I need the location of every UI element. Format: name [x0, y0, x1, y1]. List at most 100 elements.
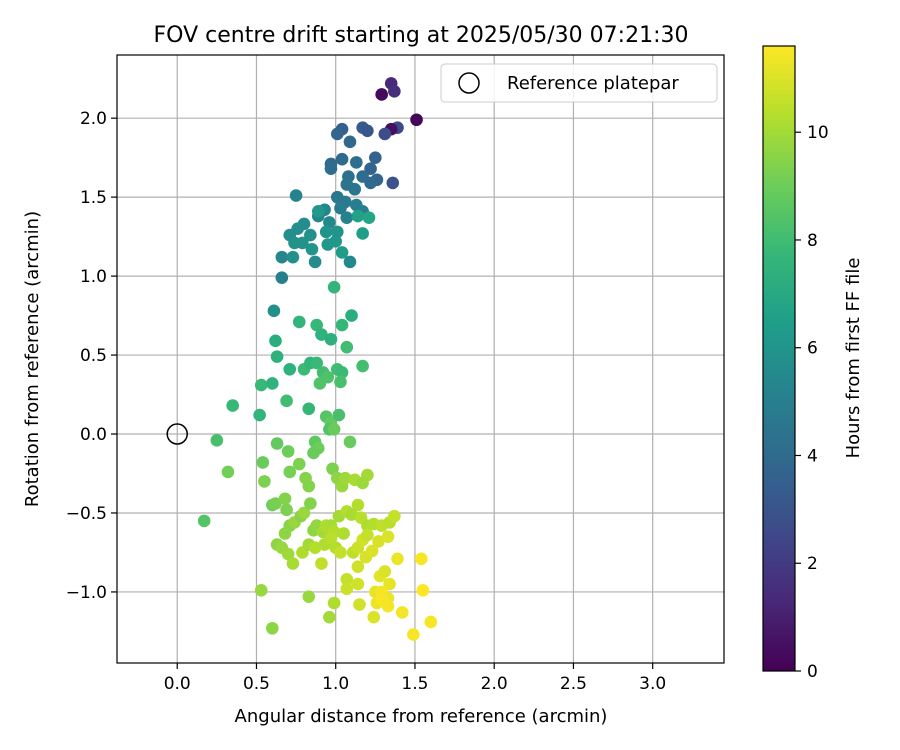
scatter-point [351, 498, 365, 512]
scatter-point [269, 334, 282, 348]
scatter-point [275, 271, 289, 284]
scatter-point [334, 546, 347, 559]
scatter-point [416, 584, 430, 597]
scatter-point [310, 356, 323, 370]
y-tick-label: 2.0 [80, 109, 107, 129]
scatter-point [311, 205, 325, 218]
scatter-point [372, 535, 385, 548]
scatter-point [388, 85, 401, 98]
scatter-point [288, 236, 301, 250]
scatter-point [327, 596, 341, 610]
x-tick-label: 0.5 [243, 674, 270, 694]
scatter-point [302, 479, 316, 493]
scatter-point [381, 530, 395, 543]
legend: Reference platepar [440, 63, 718, 103]
y-axis-label: Rotation from reference (arcmin) [22, 211, 43, 507]
x-tick-label: 3.0 [639, 674, 666, 694]
y-tick-label: 0.5 [80, 346, 107, 366]
scatter-point [330, 225, 344, 239]
scatter-point [286, 250, 300, 264]
grid-lines [117, 55, 724, 663]
scatter-point [391, 552, 404, 566]
scatter-point [340, 211, 354, 224]
colorbar-tick-label: 2 [807, 554, 818, 574]
scatter-point [310, 318, 323, 332]
scatter-point [351, 560, 365, 573]
scatter-point [210, 434, 224, 447]
scatter-point [362, 211, 376, 224]
chart-title: FOV centre drift starting at 2025/05/30 … [154, 23, 689, 48]
colorbar: 0 2 4 6 8 10 [762, 45, 829, 682]
scatter-point [308, 541, 322, 555]
scatter-point [414, 552, 428, 566]
scatter-point [343, 135, 357, 149]
scatter-point [283, 362, 297, 376]
scatter-point [335, 152, 349, 166]
scatter-point [302, 590, 316, 603]
scatter-point [343, 255, 357, 269]
scatter-point [350, 156, 363, 169]
scatter-point [254, 584, 268, 597]
scatter-point [364, 162, 377, 176]
scatter-point [283, 465, 297, 479]
scatter-point [323, 610, 336, 624]
scatter-point [280, 503, 293, 517]
scatter-point [315, 328, 328, 341]
scatter-point [278, 527, 292, 540]
scatter-point [307, 446, 320, 460]
y-tick-label: 0.0 [80, 425, 107, 445]
scatter-point [313, 377, 327, 390]
scatter-point [340, 582, 354, 596]
scatter-point [329, 235, 343, 248]
scatter-point [335, 366, 349, 379]
scatter-point [280, 394, 293, 408]
scatter-point [254, 378, 268, 392]
scatter-point [281, 547, 295, 561]
x-tick-label: 2.5 [560, 674, 587, 694]
scatter-point [302, 402, 316, 416]
scatter-point [395, 606, 409, 619]
scatter-point [281, 445, 295, 458]
y-tick-label: 1.5 [80, 188, 107, 208]
scatter-point [334, 201, 347, 215]
scatter-point [308, 255, 322, 269]
scatter-point [258, 475, 271, 488]
scatter-point [410, 113, 423, 127]
scatter-point [378, 127, 392, 141]
scatter-point [324, 162, 338, 176]
scatter-point [335, 246, 349, 259]
scatter-point [269, 497, 282, 510]
scatter-point [367, 610, 381, 624]
scatter-point [304, 228, 317, 242]
scatter-point [324, 531, 338, 545]
scatter-point [351, 577, 365, 591]
y-tick-label: 1.0 [80, 267, 107, 287]
scatter-point [356, 476, 369, 490]
colorbar-gradient [762, 45, 796, 672]
scatter-point [351, 209, 365, 223]
colorbar-tick-label: 10 [807, 123, 829, 143]
scatter-point [330, 127, 344, 141]
x-axis-label: Angular distance from reference (arcmin) [235, 706, 608, 727]
scatter-points [166, 77, 438, 641]
scatter-point [267, 304, 281, 318]
scatter-point [270, 437, 284, 450]
scatter-point [369, 151, 382, 164]
scatter-point [334, 375, 347, 389]
scatter-point [226, 399, 239, 412]
colorbar-tick-label: 6 [807, 339, 818, 359]
scatter-point [407, 628, 420, 641]
scatter-point [292, 457, 306, 471]
scatter-point [278, 492, 292, 506]
scatter-point [340, 573, 354, 586]
scatter-point [275, 250, 289, 264]
scatter-point [356, 227, 369, 240]
scatter-point [256, 456, 270, 469]
colorbar-label: Hours from first FF file [843, 258, 864, 459]
scatter-point [388, 509, 401, 523]
axes: 0.0 0.5 1.0 1.5 2.0 2.5 3.0 −1.0 −0.5 0.0 0.5 1.0 1.… [66, 54, 725, 694]
scatter-point [337, 527, 350, 540]
scatter-point [361, 528, 374, 542]
reference-platepar-marker [166, 423, 188, 445]
